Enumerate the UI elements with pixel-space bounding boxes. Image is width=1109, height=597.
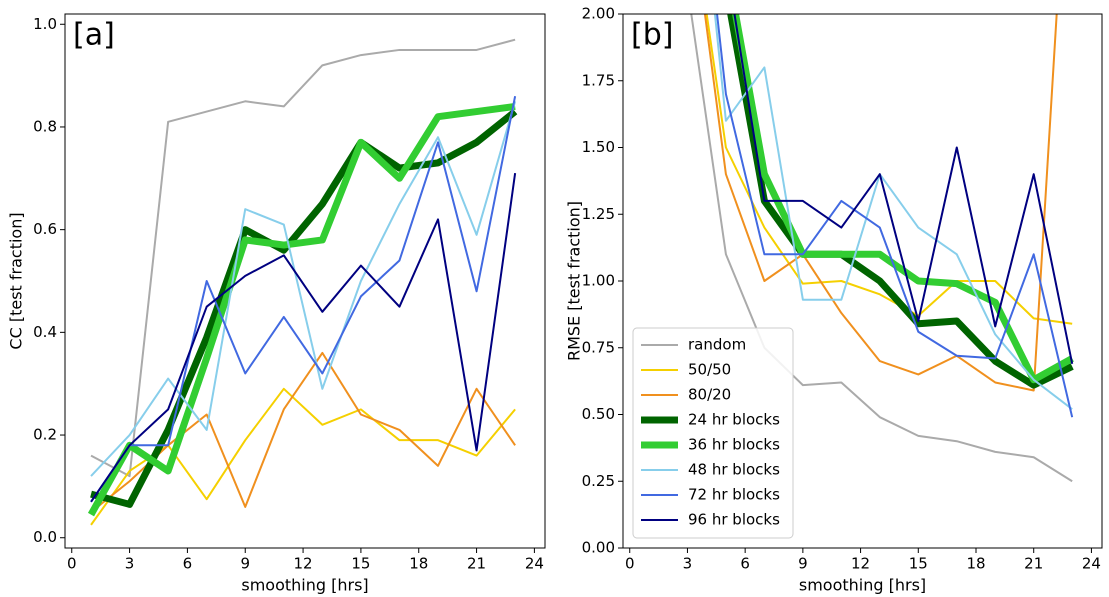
plot-area	[690, 14, 1074, 483]
series-line	[87, 102, 516, 517]
y-tick-label: 0.4	[33, 323, 57, 341]
x-tick-label: 3	[683, 555, 693, 573]
panel-annotation: [b]	[631, 18, 673, 53]
axes-frame	[64, 13, 546, 549]
series-line	[90, 173, 517, 503]
y-axis-label: CC [test fraction]	[7, 212, 26, 349]
y-tick-label: 1.50	[582, 138, 615, 156]
legend-box	[632, 327, 794, 539]
y-tick-label: 1.75	[582, 71, 615, 89]
series-line	[716, 14, 1074, 418]
y-tick-label: 0.6	[33, 220, 57, 238]
series-line	[727, 14, 1074, 389]
x-tick-label: 21	[1024, 555, 1043, 573]
series-line	[90, 108, 518, 508]
legend-label: 72 hr blocks	[688, 486, 780, 504]
legend-label: 36 hr blocks	[688, 436, 780, 454]
x-tick-label: 6	[183, 555, 193, 573]
x-tick-label: 12	[294, 555, 313, 573]
legend-label: 24 hr blocks	[688, 411, 780, 429]
x-axis-label: smoothing [hrs]	[799, 576, 926, 595]
y-tick-label: 0.75	[582, 338, 615, 356]
series-line	[90, 101, 517, 477]
legend-label: 50/50	[688, 361, 731, 379]
y-tick-label: 1.0	[33, 15, 57, 33]
y-tick-label: 0.00	[582, 539, 615, 557]
legend-label: 96 hr blocks	[688, 511, 780, 529]
x-tick-label: 6	[740, 555, 750, 573]
series-line	[705, 14, 1073, 325]
x-axis-label: smoothing [hrs]	[241, 576, 368, 595]
x-tick-label: 0	[67, 555, 77, 573]
y-tick-label: 0.25	[582, 472, 615, 490]
y-tick-label: 0.50	[582, 405, 615, 423]
plot-area	[87, 38, 518, 526]
x-tick-label: 9	[798, 555, 808, 573]
legend-label: random	[688, 336, 746, 354]
x-tick-label: 9	[240, 555, 250, 573]
series-line	[90, 95, 517, 503]
x-tick-label: 24	[525, 555, 544, 573]
series-line	[690, 14, 1073, 483]
series-line	[733, 14, 1074, 364]
x-tick-label: 0	[625, 555, 635, 573]
x-tick-label: 3	[125, 555, 135, 573]
y-tick-label: 0.0	[33, 528, 57, 546]
series-line	[703, 14, 1058, 392]
y-tick-label: 0.8	[33, 117, 57, 135]
y-axis-label: RMSE [test fraction]	[565, 201, 584, 361]
series-line	[731, 14, 1074, 384]
y-tick-label: 0.2	[33, 426, 57, 444]
x-tick-label: 21	[467, 555, 486, 573]
x-tick-label: 18	[409, 555, 428, 573]
series-line	[90, 38, 516, 478]
panel-annotation: [a]	[73, 18, 115, 53]
x-tick-label: 12	[851, 555, 870, 573]
x-tick-label: 18	[966, 555, 985, 573]
y-tick-label: 1.25	[582, 205, 615, 223]
y-tick-label: 1.00	[582, 272, 615, 290]
y-tick-label: 2.00	[582, 5, 615, 23]
x-tick-label: 15	[909, 555, 928, 573]
series-line	[90, 351, 516, 513]
legend-label: 80/20	[688, 386, 731, 404]
legend-label: 48 hr blocks	[688, 461, 780, 479]
x-tick-label: 24	[1082, 555, 1101, 573]
x-tick-label: 15	[351, 555, 370, 573]
